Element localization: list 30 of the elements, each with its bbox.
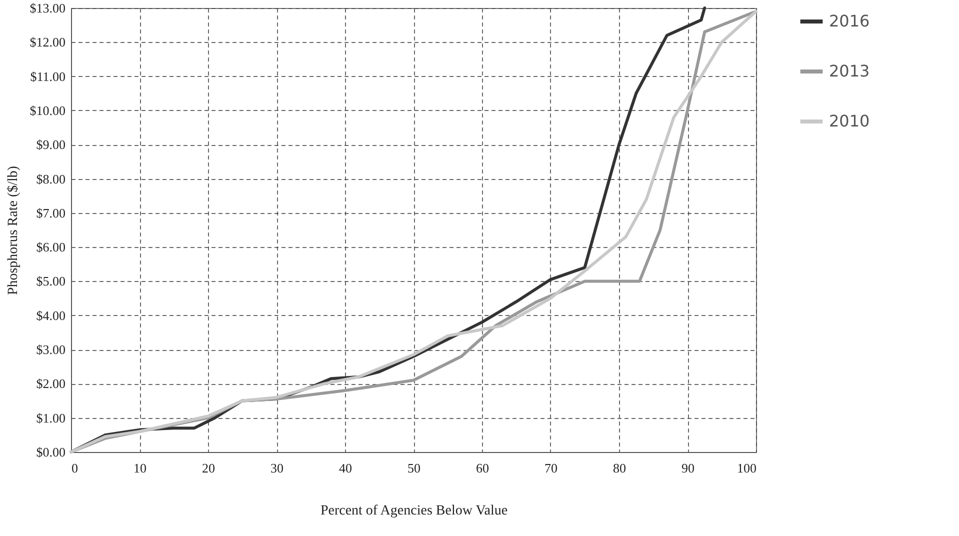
y-tick-label: $10.00: [30, 102, 66, 118]
y-tick-label: $7.00: [36, 205, 66, 220]
x-tick-label: 30: [270, 460, 284, 476]
legend-label: 2016: [829, 12, 870, 30]
x-tick-label: 0: [72, 460, 78, 476]
y-tick-label: $5.00: [36, 274, 66, 289]
y-tick-label: $11.00: [30, 68, 66, 84]
y-tick-label: $9.00: [36, 137, 66, 152]
y-tick-label: $4.00: [36, 308, 66, 323]
y-tick-label: $1.00: [36, 410, 66, 426]
x-axis-title: Percent of Agencies Below Value: [320, 504, 508, 518]
y-tick-label: $2.00: [36, 376, 66, 392]
y-tick-label: $12.00: [30, 34, 66, 50]
x-tick-label: 90: [682, 460, 694, 476]
x-tick-label: 40: [339, 460, 352, 476]
x-tick-label: 70: [544, 460, 558, 476]
legend-label: 2010: [829, 112, 870, 130]
x-tick-label: 10: [134, 460, 146, 476]
y-tick-label: $3.00: [36, 342, 66, 358]
y-tick-label: $13.00: [30, 0, 66, 16]
x-tick-label: 60: [476, 460, 489, 476]
y-tick-label: $6.00: [36, 240, 66, 255]
y-axis-title: Phosphorus Rate ($/lb): [6, 166, 21, 296]
x-tick-label: 100: [737, 460, 756, 476]
x-tick-label: 20: [202, 460, 215, 476]
legend-label: 2013: [829, 62, 870, 80]
x-tick-label: 80: [613, 460, 626, 476]
y-tick-label: $8.00: [36, 171, 66, 186]
x-tick-label: 50: [408, 460, 420, 476]
y-tick-label: $0.00: [36, 444, 66, 460]
